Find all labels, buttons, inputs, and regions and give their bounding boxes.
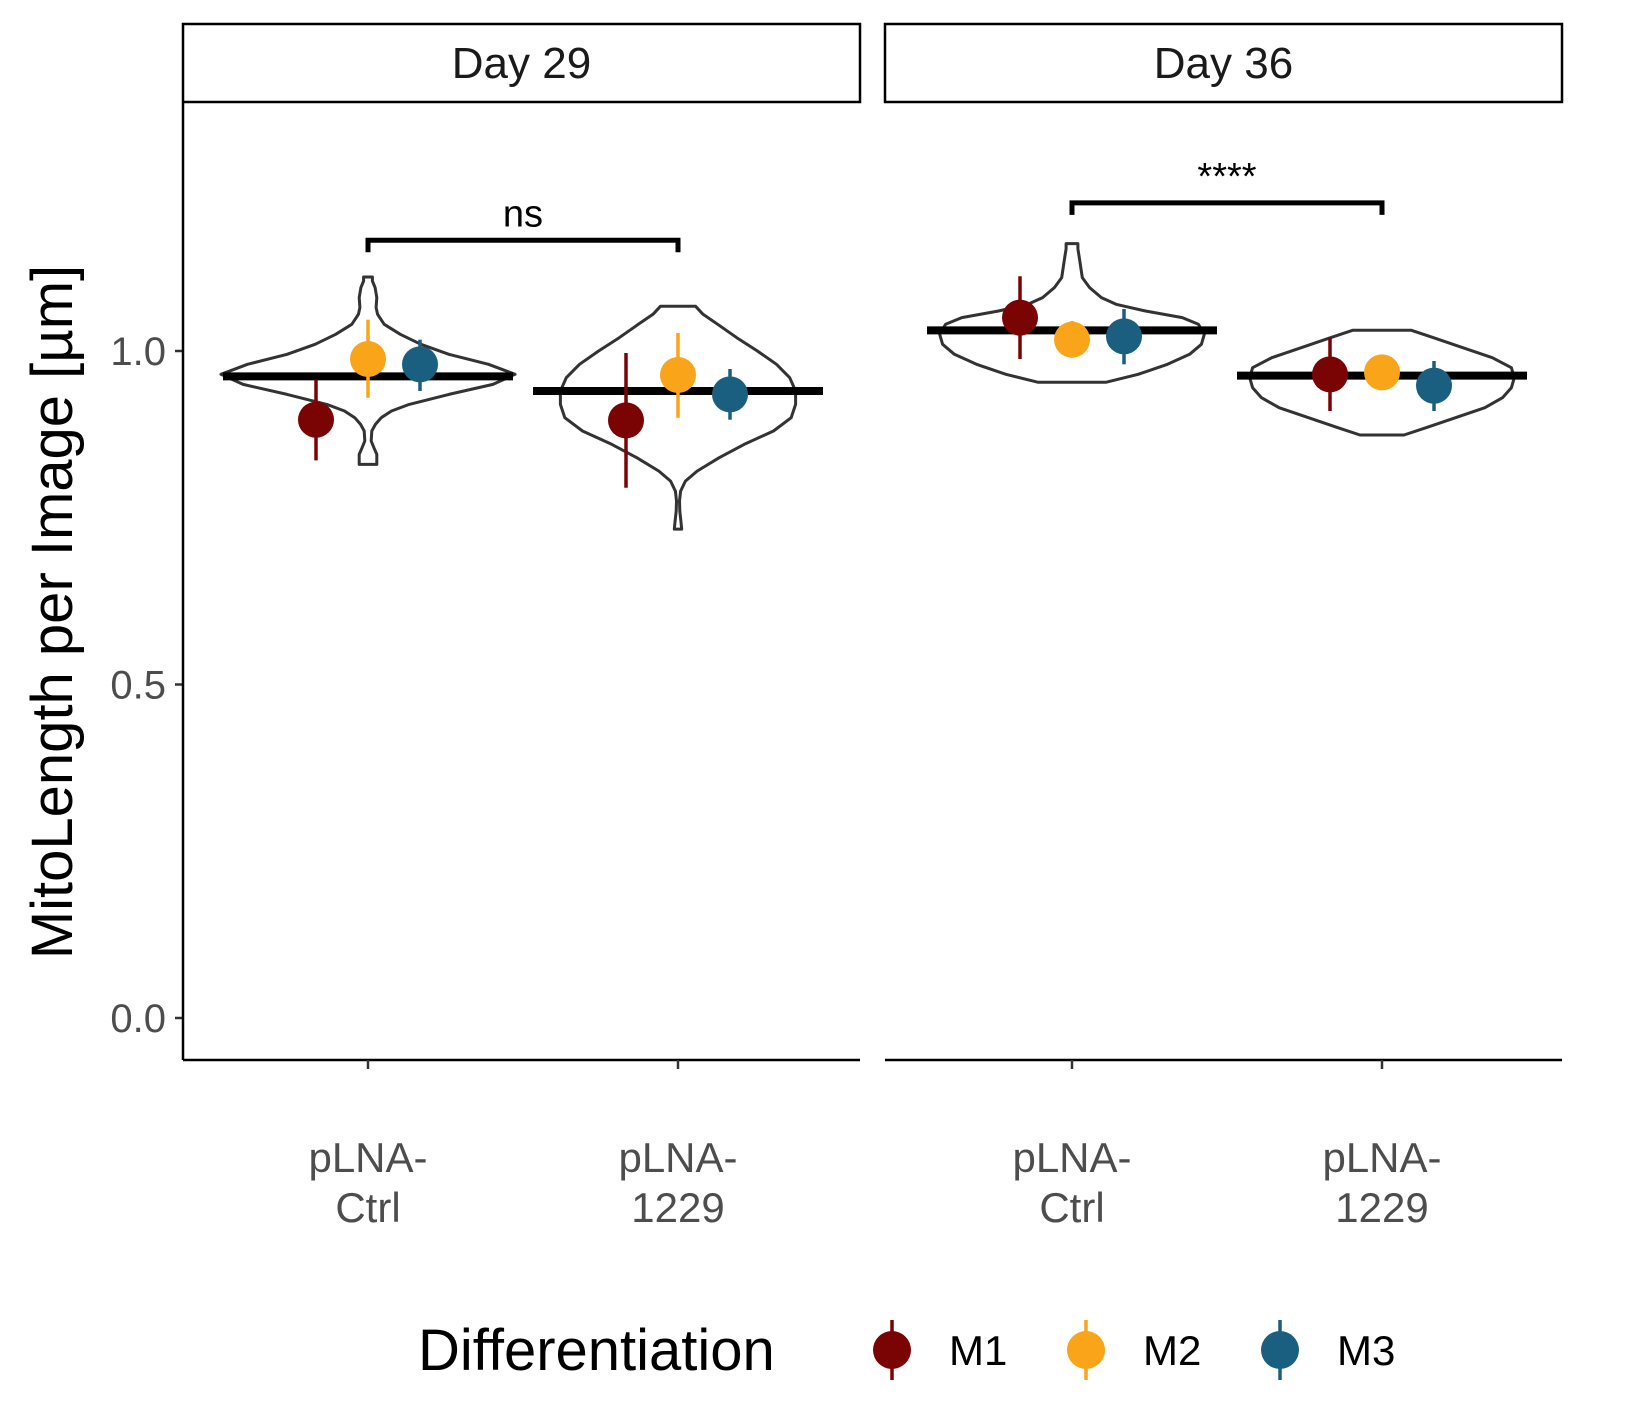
category-group: pLNA-Ctrl — [927, 242, 1217, 1231]
violin-outline — [1248, 328, 1516, 437]
x-tick-label: pLNA- — [308, 1134, 427, 1181]
legend-label-m1: M1 — [949, 1327, 1007, 1374]
point-m1 — [298, 401, 334, 438]
point-m2 — [1054, 321, 1090, 358]
point-m2 — [1364, 354, 1400, 391]
facet-title: Day 29 — [452, 39, 591, 88]
point-m1 — [608, 402, 644, 439]
y-tick-label: 1.0 — [110, 330, 166, 374]
significance-label: ns — [503, 193, 543, 235]
point-m3 — [1416, 367, 1452, 404]
x-tick-label: pLNA- — [618, 1134, 737, 1181]
point-m1 — [1312, 356, 1348, 393]
category-group: pLNA-1229 — [1237, 328, 1527, 1231]
significance-bracket — [1069, 200, 1385, 215]
x-tick-label: 1229 — [631, 1184, 724, 1231]
legend: Differentiation M1 M2 M3 — [418, 1318, 1395, 1383]
x-tick-label: Ctrl — [335, 1184, 400, 1231]
category-group: pLNA-1229 — [533, 304, 823, 1231]
significance-label: **** — [1197, 156, 1256, 198]
significance-bracket — [365, 237, 681, 253]
point-m3 — [402, 346, 438, 383]
violin-outline — [938, 242, 1206, 384]
violin-outline — [558, 304, 798, 531]
legend-label-m3: M3 — [1337, 1327, 1395, 1374]
legend-key-m3 — [1261, 1331, 1299, 1369]
x-tick-label: pLNA- — [1322, 1134, 1441, 1181]
category-group: pLNA-Ctrl — [219, 275, 517, 1231]
point-m3 — [1106, 318, 1142, 355]
legend-label-m2: M2 — [1143, 1327, 1201, 1374]
y-tick-label: 0.0 — [110, 997, 166, 1041]
legend-key-m2 — [1067, 1331, 1105, 1369]
point-m3 — [712, 376, 748, 413]
violin-outline — [219, 275, 517, 466]
x-tick-label: pLNA- — [1012, 1134, 1131, 1181]
facet-strip — [181, 22, 862, 104]
x-tick-label: 1229 — [1335, 1184, 1428, 1231]
x-tick-label: Ctrl — [1039, 1184, 1104, 1231]
point-m2 — [660, 357, 696, 394]
legend-title: Differentiation — [418, 1318, 775, 1383]
point-m1 — [1002, 299, 1038, 336]
facet-title: Day 36 — [1154, 39, 1293, 88]
point-m2 — [350, 341, 386, 378]
legend-key-m1 — [873, 1331, 911, 1369]
y-tick-label: 0.5 — [110, 664, 166, 708]
facet-strip — [883, 22, 1564, 104]
y-axis-title: MitoLength per Image [µm] — [20, 265, 85, 959]
